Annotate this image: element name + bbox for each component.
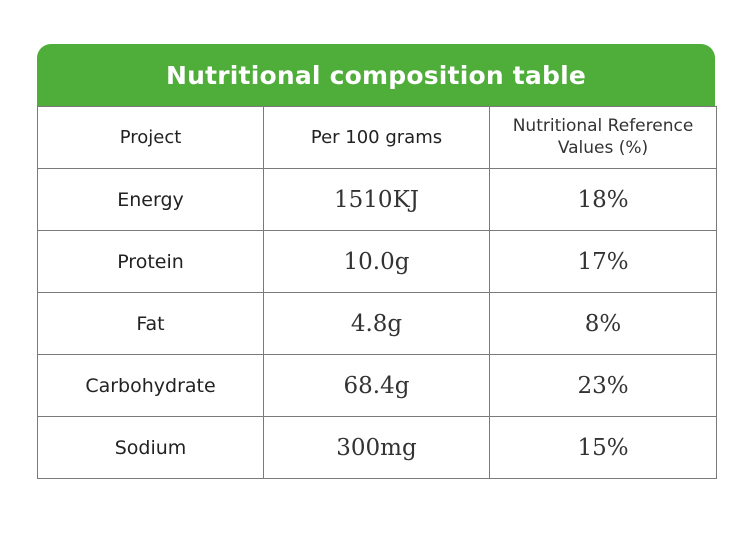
header-reference-label: Nutritional Reference Values (%) <box>512 116 694 158</box>
header-per-100g-label: Per 100 grams <box>310 126 443 148</box>
row-per-100g: 1510KJ <box>334 186 419 213</box>
row-project: Sodium <box>114 436 187 459</box>
row-per-100g: 68.4g <box>343 372 410 399</box>
header-per-100g: Per 100 grams <box>263 106 490 169</box>
row-per-100g: 4.8g <box>350 310 403 337</box>
table-header-row: Project Per 100 grams Nutritional Refere… <box>37 106 717 169</box>
nutrition-table: Project Per 100 grams Nutritional Refere… <box>37 106 717 479</box>
row-project: Protein <box>117 250 184 273</box>
row-project: Carbohydrate <box>85 374 216 397</box>
header-reference: Nutritional Reference Values (%) <box>489 106 717 169</box>
nutrition-table-container: Nutritional composition table Project Pe… <box>37 44 717 479</box>
table-row: Sodium 300mg 15% <box>37 416 717 479</box>
table-row: Carbohydrate 68.4g 23% <box>37 354 717 417</box>
row-per-100g: 300mg <box>336 434 417 461</box>
table-row: Fat 4.8g 8% <box>37 292 717 355</box>
row-reference: 18% <box>577 186 629 213</box>
table-row: Energy 1510KJ 18% <box>37 168 717 231</box>
row-per-100g: 10.0g <box>343 248 410 275</box>
table-row: Protein 10.0g 17% <box>37 230 717 293</box>
row-reference: 8% <box>584 310 622 337</box>
table-title: Nutritional composition table <box>37 44 715 106</box>
row-project: Energy <box>117 188 184 211</box>
row-reference: 17% <box>577 248 629 275</box>
header-project-label: Project <box>119 127 182 149</box>
row-reference: 15% <box>577 434 629 461</box>
header-project: Project <box>37 106 264 169</box>
row-reference: 23% <box>577 372 629 399</box>
row-project: Fat <box>136 312 165 335</box>
